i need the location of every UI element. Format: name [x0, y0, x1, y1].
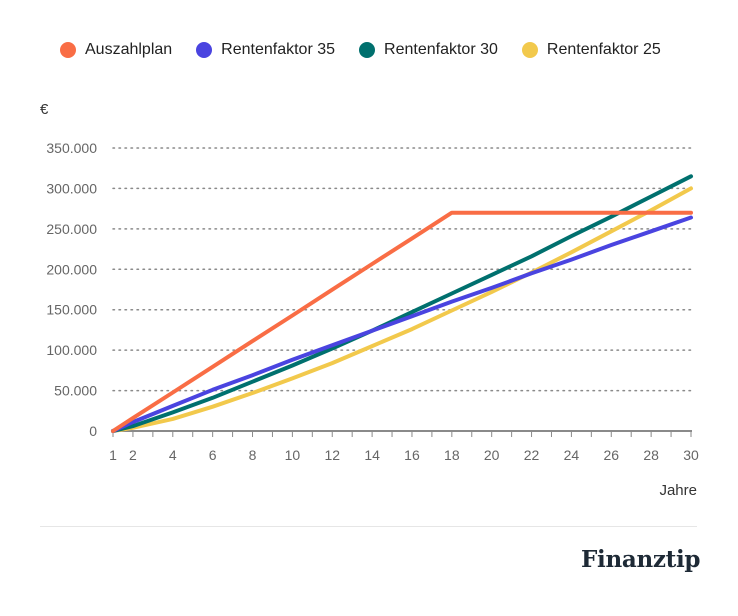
x-tick-label: 30 [683, 447, 699, 463]
y-tick-label: 50.000 [54, 383, 97, 399]
y-tick-label: 350.000 [46, 140, 97, 156]
x-tick-label: 10 [285, 447, 301, 463]
legend-dot [521, 42, 538, 58]
y-tick-label: 0 [89, 423, 97, 439]
y-tick-label: 250.000 [46, 221, 97, 237]
legend-item-rentenfaktor-35[interactable]: Rentenfaktor 35 [196, 41, 335, 59]
legend-label: Rentenfaktor 25 [546, 41, 661, 58]
legend-item-rentenfaktor-25[interactable]: Rentenfaktor 25 [521, 41, 661, 59]
y-axis-unit: € [40, 101, 49, 118]
series-line-rentenfaktor-25 [111, 186, 693, 433]
x-tick-label: 18 [444, 447, 460, 463]
legend-dot [60, 42, 76, 58]
legend-dot [196, 42, 213, 58]
legend-dot [359, 42, 376, 58]
x-tick-label: 14 [364, 447, 380, 463]
legend-label: Auszahlplan [85, 41, 173, 58]
x-tick-label: 2 [129, 447, 137, 463]
x-tick-label: 20 [484, 447, 500, 463]
finanztip-logo: Finanztip [581, 546, 701, 573]
series-line-rentenfaktor-35 [111, 215, 693, 433]
y-tick-label: 100.000 [46, 342, 97, 358]
line-chart: 0 50.000 100.000 150.000 200.000 250.000 300.0… [46, 140, 699, 499]
y-tick-label: 150.000 [46, 302, 97, 318]
y-tick-label: 300.000 [46, 180, 97, 196]
x-tick-label: 28 [643, 447, 659, 463]
y-tick-label: 200.000 [46, 261, 97, 277]
legend-item-rentenfaktor-30[interactable]: Rentenfaktor 30 [359, 41, 498, 59]
x-tick-label: 26 [603, 447, 619, 463]
x-tick-label: 16 [404, 447, 420, 463]
x-tick-label: 4 [169, 447, 177, 463]
x-tick-label: 1 [109, 447, 117, 463]
x-tick-label: 6 [209, 447, 217, 463]
x-tick-label: 12 [324, 447, 340, 463]
series-line-auszahlplan [111, 210, 693, 433]
legend-label: Rentenfaktor 35 [221, 41, 336, 58]
legend-item-auszahlplan[interactable]: Auszahlplan [60, 41, 172, 59]
x-tick-label: 8 [249, 447, 257, 463]
legend-label: Rentenfaktor 30 [384, 41, 498, 58]
x-axis-label: Jahre [659, 482, 697, 499]
x-tick-label: 24 [564, 447, 580, 463]
x-tick-label: 22 [524, 447, 540, 463]
divider [40, 526, 697, 527]
legend: Auszahlplan Rentenfaktor 35 Rentenfaktor… [60, 41, 685, 59]
